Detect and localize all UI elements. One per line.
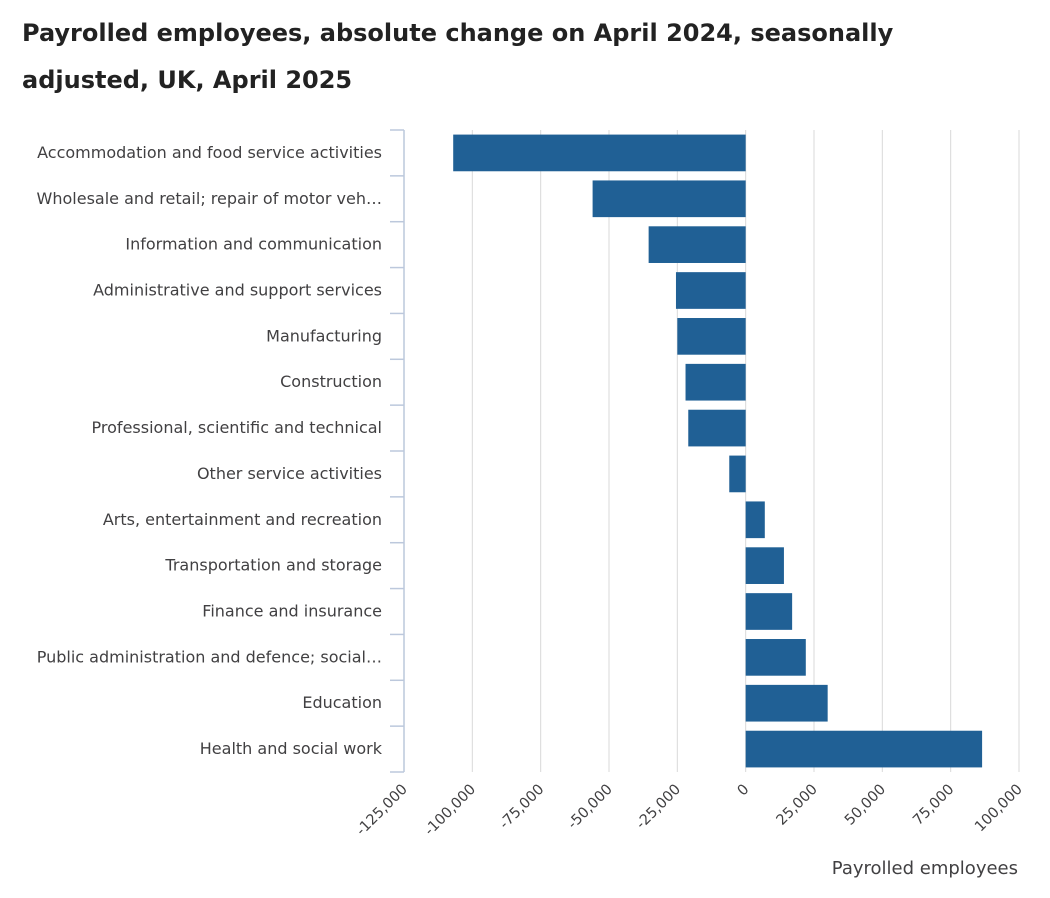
category-label: Manufacturing (266, 326, 382, 345)
category-label: Other service activities (197, 464, 382, 483)
category-label: Accommodation and food service activitie… (37, 143, 382, 162)
bar (745, 730, 983, 768)
x-tick-label: -75,000 (497, 782, 548, 833)
bar (729, 455, 746, 493)
x-tick-label: 50,000 (842, 782, 889, 829)
category-label: Health and social work (200, 739, 383, 758)
bar (745, 501, 765, 539)
bar (745, 547, 784, 584)
bar (688, 409, 746, 447)
x-tick-label: -25,000 (633, 782, 684, 833)
category-label: Professional, scientific and technical (92, 418, 382, 437)
x-tick-label: 25,000 (774, 782, 821, 829)
x-tick-label: 75,000 (910, 782, 957, 829)
x-tick-label: 0 (735, 782, 753, 800)
category-label: Finance and insurance (202, 602, 382, 621)
bar (648, 226, 746, 263)
category-label: Construction (280, 372, 382, 391)
bar (685, 363, 746, 401)
category-label: Administrative and support services (93, 281, 382, 300)
category-label: Arts, entertainment and recreation (103, 510, 382, 529)
x-tick-label: -100,000 (422, 782, 479, 839)
category-label: Public administration and defence; socia… (37, 647, 382, 666)
y-axis (390, 129, 405, 773)
bar (677, 318, 746, 355)
bar (453, 134, 746, 172)
x-tick-label: 100,000 (972, 782, 1026, 836)
bar (745, 639, 806, 676)
bar (675, 272, 746, 309)
x-tick-label: -50,000 (565, 782, 616, 833)
category-labels: Accommodation and food service activitie… (37, 143, 383, 758)
x-tick-labels: -125,000 -100,000 -75,000 -50,000 -25,000 0 25… (353, 782, 1025, 839)
bar (745, 684, 828, 722)
category-label: Education (302, 693, 382, 712)
category-label: Wholesale and retail; repair of motor ve… (37, 189, 382, 208)
category-label: Transportation and storage (164, 556, 382, 575)
bar (745, 593, 793, 630)
category-label: Information and communication (125, 235, 382, 254)
bars (453, 134, 983, 768)
x-tick-label: -125,000 (353, 782, 410, 839)
chart-title: Payrolled employees, absolute change on … (22, 19, 894, 94)
bar (592, 180, 746, 218)
x-axis-title: Payrolled employees (832, 858, 1018, 879)
